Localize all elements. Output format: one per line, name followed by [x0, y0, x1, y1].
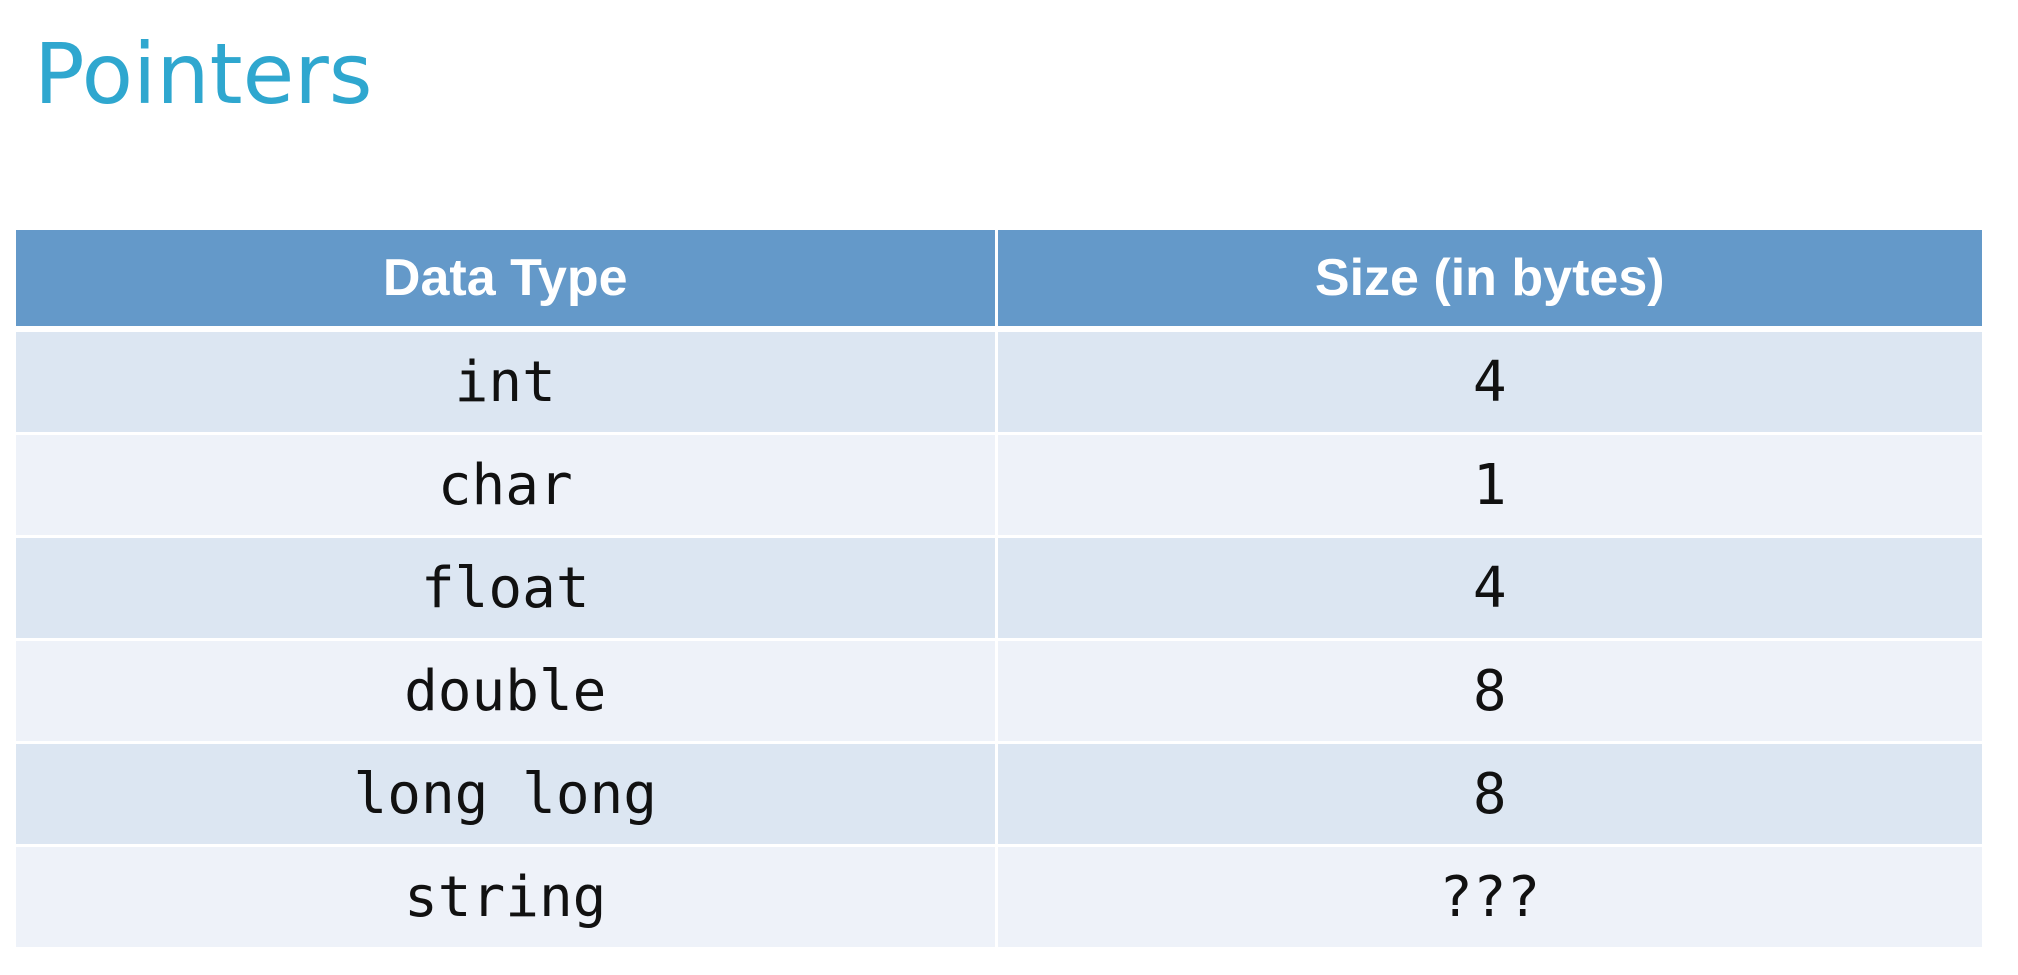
table-row: char 1 [16, 433, 1982, 538]
table-row: long long 8 [16, 742, 1982, 847]
header-data-type: Data Type [16, 230, 996, 332]
table-header-row: Data Type Size (in bytes) [16, 230, 1982, 332]
cell-data-type: string [16, 845, 996, 950]
table-row: int 4 [16, 329, 1982, 435]
cell-data-type: double [16, 639, 996, 744]
cell-data-type: char [16, 433, 996, 538]
header-size: Size (in bytes) [994, 230, 1982, 332]
table-row: double 8 [16, 639, 1982, 744]
cell-size-unknown: ??? [994, 845, 1982, 950]
data-type-size-table: Data Type Size (in bytes) int 4 char 1 f… [16, 230, 1982, 950]
table-row: string ??? [16, 845, 1982, 950]
cell-size: 8 [994, 742, 1982, 847]
cell-data-type: int [16, 329, 996, 435]
cell-data-type: float [16, 536, 996, 641]
cell-size: 4 [994, 329, 1982, 435]
cell-size: 8 [994, 639, 1982, 744]
cell-data-type: long long [16, 742, 996, 847]
cell-size: 1 [994, 433, 1982, 538]
slide-title: Pointers [34, 25, 373, 123]
table-row: float 4 [16, 536, 1982, 641]
cell-size: 4 [994, 536, 1982, 641]
